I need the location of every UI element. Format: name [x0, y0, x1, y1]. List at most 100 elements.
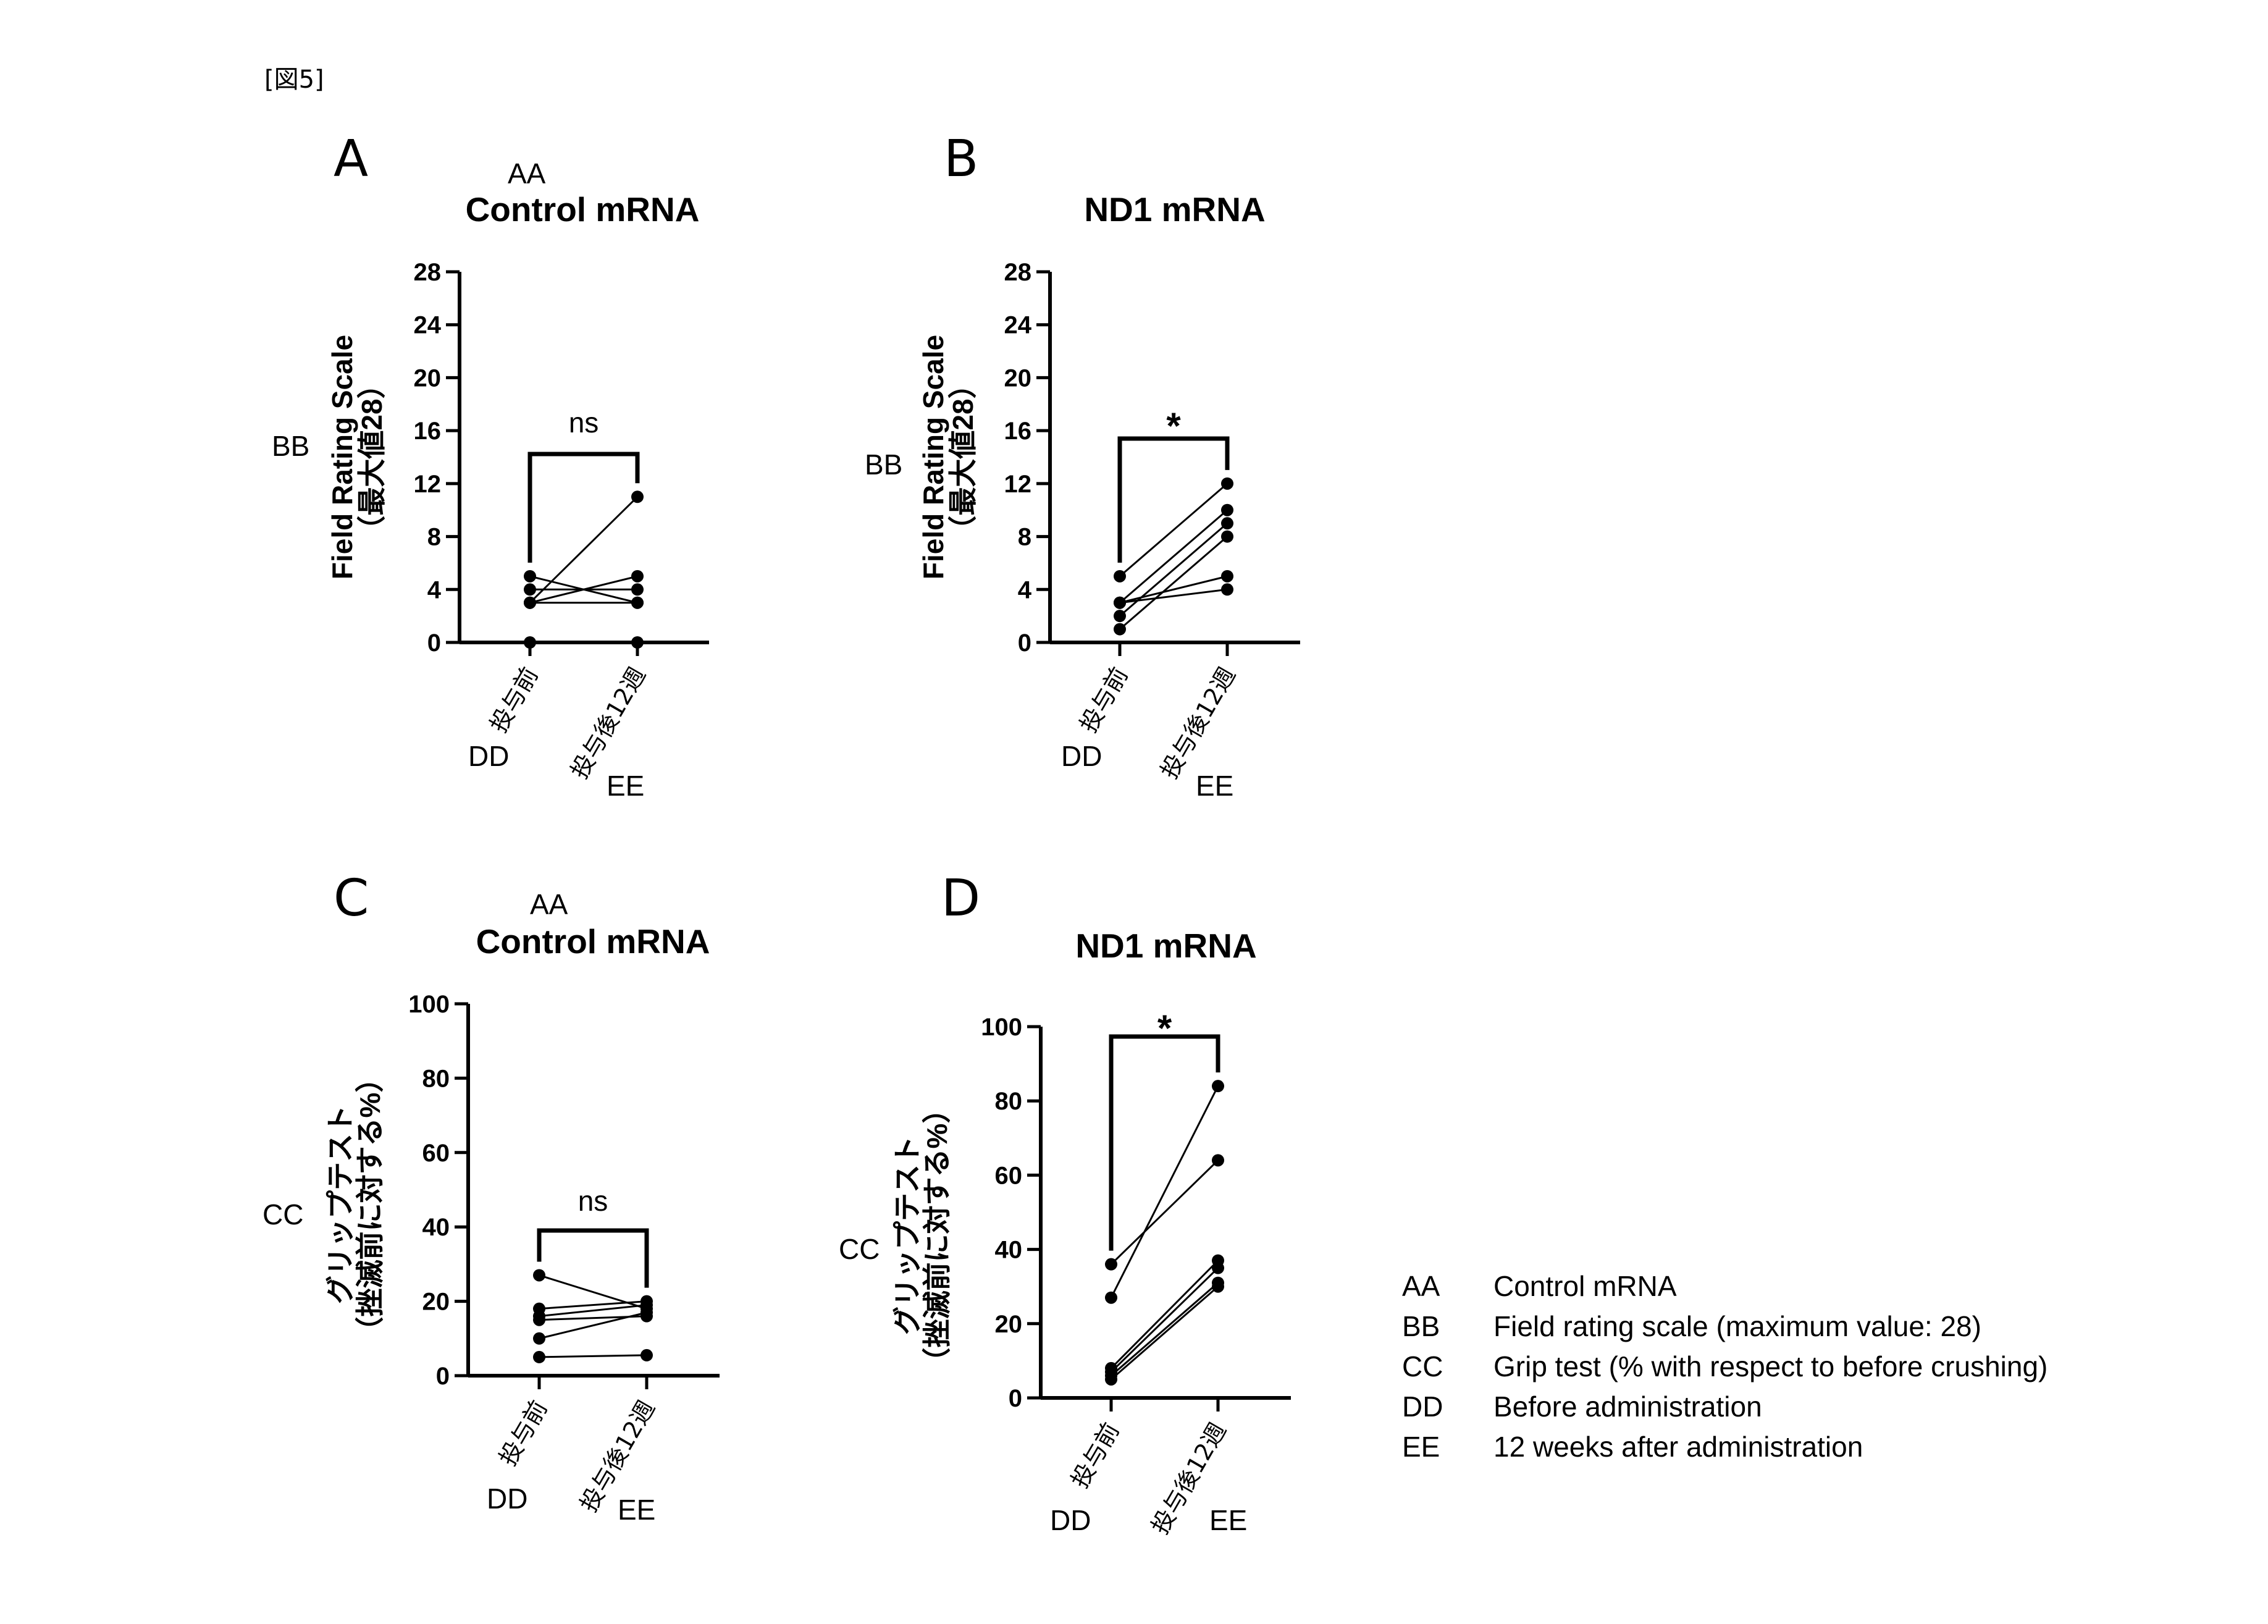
plot-area: 0 4 8 12 16 20 24 28 投与前投与後12週 ns — [414, 259, 710, 783]
data-point — [1221, 478, 1233, 490]
figure-label: [図5] — [264, 65, 324, 94]
series-line — [1111, 1268, 1218, 1372]
chart-title: Control mRNA — [466, 190, 700, 229]
y-tick-label: 28 — [1004, 259, 1032, 286]
data-point — [1105, 1258, 1117, 1271]
x-category-code-0: DD — [1050, 1504, 1091, 1536]
x-category-code-1: EE — [1209, 1504, 1247, 1536]
y-tick-label: 0 — [427, 629, 441, 657]
y-axis-label-sub: （挫滅前に対する%） — [921, 1095, 953, 1376]
plot-area: 0481216202428投与前投与後12週* — [1004, 259, 1301, 783]
plot-area: 020406080100投与前投与後12週* — [981, 1008, 1291, 1539]
y-tick-label: 80 — [995, 1088, 1023, 1115]
data-point — [533, 1351, 545, 1363]
legend-code: EE — [1402, 1431, 1440, 1463]
data-point — [631, 597, 644, 609]
legend-text: Grip test (% with respect to before crus… — [1493, 1350, 2048, 1382]
significance-label: ns — [578, 1185, 608, 1217]
y-tick-label: 20 — [1004, 364, 1032, 392]
ylabel-annotation-code: BB — [865, 448, 902, 481]
panel-c: C AA Control mRNA CC グリップテスト （挫滅前に対する%） … — [262, 869, 720, 1526]
series-line — [1120, 484, 1227, 576]
series-line — [1111, 1261, 1218, 1368]
series-line — [539, 1305, 647, 1316]
data-point — [1212, 1281, 1224, 1293]
panel-d: D ND1 mRNA CC グリップテスト （挫滅前に対する%） 0204060… — [839, 869, 1291, 1539]
panel-letter: B — [944, 130, 978, 188]
y-tick-label: 40 — [995, 1237, 1023, 1264]
panel-letter: A — [334, 130, 368, 188]
y-tick-label: 60 — [422, 1140, 450, 1167]
y-tick-label: 0 — [436, 1363, 450, 1390]
x-tick-label: 投与前 — [494, 1396, 553, 1471]
y-tick-label: 8 — [427, 524, 441, 551]
significance-bracket — [539, 1231, 647, 1288]
y-axis-label: グリップテスト — [324, 1105, 356, 1304]
y-tick-label: 28 — [414, 259, 442, 286]
data-point — [1105, 1292, 1117, 1304]
x-tick-label: 投与前 — [1066, 1418, 1125, 1493]
y-tick-label: 100 — [408, 991, 450, 1018]
significance-label: ns — [569, 406, 599, 439]
legend-code: DD — [1402, 1390, 1443, 1423]
data-point — [524, 597, 536, 609]
legend-code: BB — [1402, 1310, 1440, 1342]
y-tick-label: 4 — [427, 576, 442, 604]
significance-label: * — [1166, 405, 1181, 447]
x-tick-label: 投与後12週 — [566, 663, 651, 784]
data-point — [1114, 570, 1126, 583]
y-axis-label: Field Rating Scale — [326, 335, 358, 579]
y-axis-label: グリップテスト — [891, 1136, 923, 1335]
ylabel-annotation-code: BB — [272, 430, 309, 462]
data-point — [1212, 1080, 1224, 1092]
y-tick-label: 24 — [414, 312, 442, 339]
title-annotation-code: AA — [508, 158, 546, 190]
chart-title: ND1 mRNA — [1084, 190, 1265, 229]
series-line — [1111, 1160, 1218, 1264]
x-category-code-1: EE — [1196, 770, 1233, 802]
series-line — [1120, 523, 1227, 616]
y-tick-label: 12 — [414, 471, 442, 498]
y-tick-label: 20 — [414, 364, 442, 392]
y-tick-label: 100 — [981, 1014, 1022, 1041]
y-tick-label: 4 — [1018, 576, 1032, 604]
panel-letter: C — [334, 869, 369, 928]
series-line — [539, 1355, 647, 1357]
series-line — [530, 497, 637, 602]
legend-text: 12 weeks after administration — [1493, 1431, 1863, 1463]
data-point — [1114, 623, 1126, 636]
x-category-code-1: EE — [607, 770, 644, 802]
x-tick-label: 投与前 — [485, 663, 544, 738]
y-axis-label: Field Rating Scale — [917, 335, 949, 579]
series-line — [539, 1313, 647, 1339]
significance-label: * — [1157, 1008, 1172, 1049]
significance-bracket — [530, 454, 637, 563]
data-point — [1114, 610, 1126, 622]
y-tick-label: 20 — [422, 1289, 450, 1316]
ylabel-annotation-code: CC — [839, 1233, 880, 1265]
data-point — [631, 490, 644, 503]
panel-b: B ND1 mRNA BB Field Rating Scale （最大値28）… — [865, 130, 1300, 802]
data-point — [1105, 1373, 1117, 1386]
legend-code: CC — [1402, 1350, 1443, 1382]
legend-text: Before administration — [1493, 1390, 1762, 1423]
y-tick-label: 0 — [1018, 629, 1031, 657]
chart-title: Control mRNA — [476, 922, 710, 961]
data-point — [1221, 583, 1233, 595]
data-point — [631, 636, 644, 649]
y-axis-label-sub: （挫滅前に対する%） — [354, 1064, 386, 1345]
y-tick-label: 20 — [995, 1311, 1023, 1338]
legend-code: AA — [1402, 1270, 1440, 1302]
data-point — [524, 583, 536, 595]
data-point — [533, 1314, 545, 1326]
y-tick-label: 16 — [414, 418, 442, 445]
y-tick-label: 8 — [1018, 524, 1031, 551]
y-tick-label: 12 — [1004, 471, 1032, 498]
data-point — [1221, 504, 1233, 516]
y-tick-label: 80 — [422, 1065, 450, 1092]
y-axis-label-sub: （最大値28） — [947, 370, 979, 544]
data-point — [1114, 597, 1126, 609]
y-tick-label: 24 — [1004, 312, 1032, 339]
significance-bracket — [1111, 1037, 1218, 1251]
legend: AA Control mRNA BB Field rating scale (m… — [1402, 1270, 2048, 1463]
